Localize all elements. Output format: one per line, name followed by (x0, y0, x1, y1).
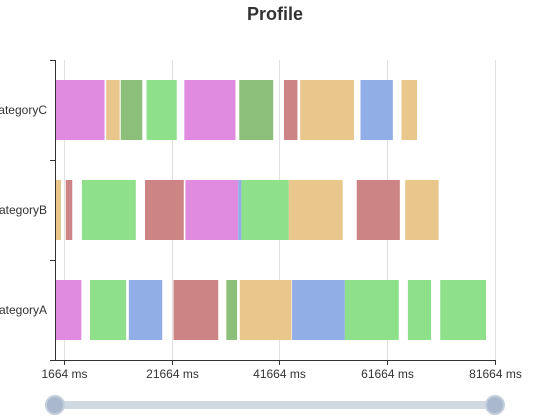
profile-segment-categoryC[interactable] (401, 80, 418, 140)
y-tick-label: categoryC (0, 103, 47, 117)
axis-layer: categoryA categoryB categoryC 1664 ms 21664 … (0, 60, 522, 381)
profile-segment-categoryC[interactable] (146, 80, 177, 140)
profile-segment-categoryB[interactable] (356, 180, 400, 240)
profile-segment-categoryB[interactable] (65, 180, 73, 240)
data-zoom-slider[interactable] (45, 395, 505, 415)
y-tick-label: categoryA (0, 303, 47, 317)
profile-segment-categoryC[interactable] (239, 80, 274, 140)
profile-segment-categoryA[interactable] (90, 280, 127, 340)
profile-segment-categoryC[interactable] (106, 80, 120, 140)
profile-segment-categoryB[interactable] (241, 180, 289, 240)
profile-segment-categoryC[interactable] (55, 80, 105, 140)
bar-layer (55, 80, 487, 340)
profile-segment-categoryA[interactable] (55, 280, 82, 340)
x-tick-label: 41664 ms (253, 367, 306, 381)
profile-segment-categoryA[interactable] (407, 280, 432, 340)
profile-segment-categoryA[interactable] (344, 280, 399, 340)
profile-segment-categoryB[interactable] (185, 180, 239, 240)
profile-segment-categoryC[interactable] (283, 80, 298, 140)
profile-segment-categoryB[interactable] (81, 180, 136, 240)
profile-segment-categoryC[interactable] (120, 80, 143, 140)
profile-segment-categoryA[interactable] (239, 280, 292, 340)
x-tick-label: 21664 ms (146, 367, 199, 381)
profile-segment-categoryA[interactable] (292, 280, 345, 340)
slider-handle-end[interactable] (485, 395, 505, 415)
profile-segment-categoryB[interactable] (238, 180, 242, 240)
x-tick-label: 61664 ms (361, 367, 414, 381)
profile-segment-categoryB[interactable] (288, 180, 343, 240)
slider-handle-start[interactable] (45, 395, 65, 415)
profile-segment-categoryA[interactable] (128, 280, 163, 340)
slider-track[interactable] (55, 401, 495, 409)
profile-segment-categoryC[interactable] (184, 80, 236, 140)
profile-segment-categoryB[interactable] (405, 180, 439, 240)
x-tick-label: 1664 ms (41, 367, 87, 381)
profile-segment-categoryB[interactable] (55, 180, 61, 240)
profile-segment-categoryB[interactable] (144, 180, 184, 240)
x-tick-label: 81664 ms (469, 367, 522, 381)
profile-segment-categoryC[interactable] (360, 80, 393, 140)
y-tick-label: categoryB (0, 203, 47, 217)
profile-segment-categoryA[interactable] (440, 280, 487, 340)
profile-segment-categoryC[interactable] (300, 80, 355, 140)
profile-segment-categoryA[interactable] (173, 280, 219, 340)
profile-segment-categoryA[interactable] (226, 280, 238, 340)
chart-title: Profile (246, 4, 303, 24)
